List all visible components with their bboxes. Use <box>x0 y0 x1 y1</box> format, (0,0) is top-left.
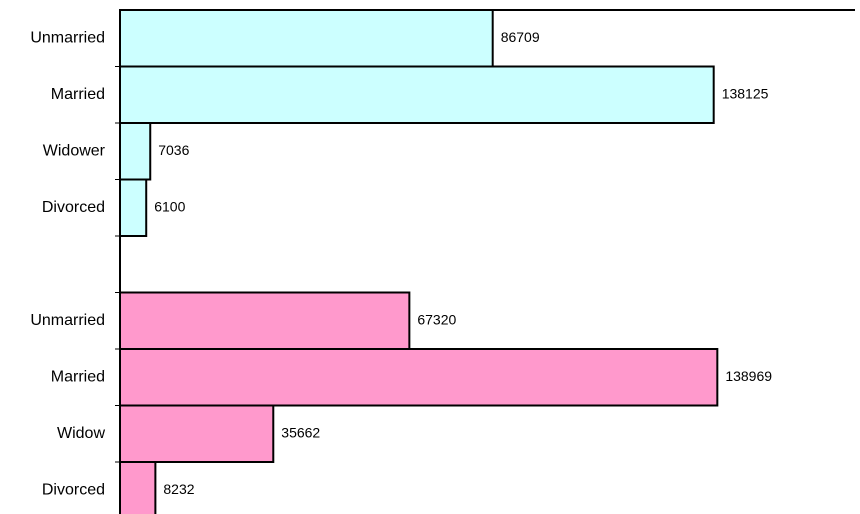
bar <box>119 461 157 514</box>
bar <box>119 348 719 407</box>
value-label: 86709 <box>501 29 540 45</box>
bar <box>119 291 411 350</box>
value-label: 6100 <box>154 198 185 214</box>
value-label: 8232 <box>163 481 194 497</box>
y-tick-label: Married <box>51 86 105 103</box>
y-tick-label: Widow <box>57 425 105 442</box>
value-label: 138969 <box>725 368 772 384</box>
y-tick-label: Unmarried <box>30 29 105 46</box>
y-tick-label: Divorced <box>42 199 105 216</box>
value-label: 138125 <box>722 85 769 101</box>
y-tick-label: Widower <box>43 142 106 159</box>
value-label: 67320 <box>417 311 456 327</box>
value-label: 7036 <box>158 142 189 158</box>
y-tick-label: Married <box>51 368 105 385</box>
bar <box>119 9 494 68</box>
bar <box>119 404 275 463</box>
y-tick-label: Divorced <box>42 481 105 498</box>
bar <box>119 178 148 237</box>
y-tick-label: Unmarried <box>30 312 105 329</box>
value-label: 35662 <box>281 424 320 440</box>
bar <box>119 122 152 181</box>
bar <box>119 65 715 124</box>
